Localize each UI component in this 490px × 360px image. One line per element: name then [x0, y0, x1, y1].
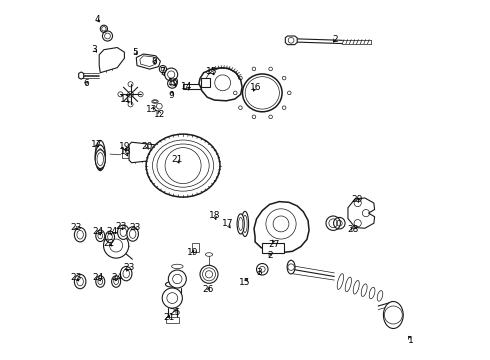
Ellipse shape [74, 274, 86, 289]
Polygon shape [99, 48, 124, 73]
Ellipse shape [383, 302, 403, 328]
Ellipse shape [243, 74, 282, 112]
Text: 9: 9 [169, 91, 174, 100]
Polygon shape [254, 202, 309, 253]
Text: 16: 16 [250, 83, 262, 91]
Circle shape [169, 270, 186, 288]
Ellipse shape [242, 211, 248, 237]
Text: 19: 19 [187, 248, 198, 257]
Text: 23: 23 [70, 274, 81, 282]
Circle shape [200, 265, 218, 283]
Ellipse shape [146, 134, 220, 197]
Ellipse shape [121, 266, 132, 281]
Text: 8: 8 [151, 57, 157, 66]
Ellipse shape [95, 145, 105, 170]
Text: 21: 21 [163, 313, 174, 322]
Bar [201, 78, 210, 87]
Text: 10: 10 [168, 78, 179, 87]
Ellipse shape [369, 287, 375, 299]
Bar [166, 317, 179, 323]
Ellipse shape [105, 231, 115, 243]
Ellipse shape [337, 274, 343, 289]
Text: 24: 24 [93, 227, 104, 236]
Text: 26: 26 [202, 285, 214, 294]
Ellipse shape [95, 150, 105, 168]
Text: 29: 29 [352, 195, 363, 204]
Bar [122, 149, 129, 158]
Text: 6: 6 [83, 79, 89, 88]
Circle shape [162, 288, 182, 308]
Text: 3: 3 [256, 269, 262, 277]
Text: 22: 22 [103, 238, 115, 248]
Text: 21: 21 [171, 154, 182, 163]
Circle shape [103, 233, 129, 258]
Ellipse shape [166, 282, 179, 287]
Text: 28: 28 [347, 225, 359, 234]
Ellipse shape [287, 260, 295, 274]
Text: 15: 15 [206, 67, 218, 76]
Text: 24: 24 [93, 274, 104, 282]
Text: 23: 23 [70, 223, 81, 232]
Text: 11: 11 [120, 94, 131, 104]
Text: 18: 18 [209, 211, 220, 220]
Text: 23: 23 [123, 263, 135, 271]
Ellipse shape [112, 276, 121, 287]
Ellipse shape [96, 276, 105, 287]
Text: 3: 3 [92, 45, 98, 54]
Ellipse shape [95, 140, 105, 171]
Text: 17: 17 [91, 140, 102, 149]
Text: 7: 7 [159, 68, 165, 77]
Text: 17: 17 [222, 219, 233, 228]
Text: 4: 4 [95, 15, 100, 24]
Text: 27: 27 [269, 240, 280, 248]
Ellipse shape [118, 225, 129, 239]
Ellipse shape [353, 280, 359, 294]
Text: 14: 14 [181, 82, 193, 91]
Polygon shape [79, 72, 84, 79]
Text: 23: 23 [129, 223, 141, 232]
Ellipse shape [361, 284, 367, 296]
Text: 23: 23 [115, 222, 126, 231]
Ellipse shape [377, 291, 383, 301]
Ellipse shape [96, 230, 105, 242]
Text: 1: 1 [408, 336, 414, 345]
Text: 2: 2 [268, 251, 273, 260]
Text: 13: 13 [147, 105, 158, 114]
Ellipse shape [345, 277, 351, 292]
Text: 25: 25 [169, 308, 180, 317]
Text: 19: 19 [119, 143, 130, 152]
Text: 20: 20 [142, 143, 153, 152]
Text: 15: 15 [239, 278, 251, 287]
Ellipse shape [127, 227, 139, 241]
Ellipse shape [74, 228, 86, 242]
Ellipse shape [237, 214, 245, 234]
Bar [192, 243, 199, 252]
Polygon shape [136, 54, 160, 69]
Bar [183, 84, 201, 89]
Polygon shape [348, 198, 374, 228]
Bar [262, 243, 284, 253]
Text: 12: 12 [154, 110, 165, 119]
Polygon shape [285, 36, 297, 45]
Text: 5: 5 [132, 48, 138, 57]
Text: 2: 2 [332, 35, 338, 44]
Polygon shape [199, 68, 242, 101]
Text: 18: 18 [120, 148, 131, 156]
Polygon shape [129, 142, 157, 163]
Text: 24: 24 [106, 227, 118, 236]
Text: 24: 24 [112, 274, 123, 282]
